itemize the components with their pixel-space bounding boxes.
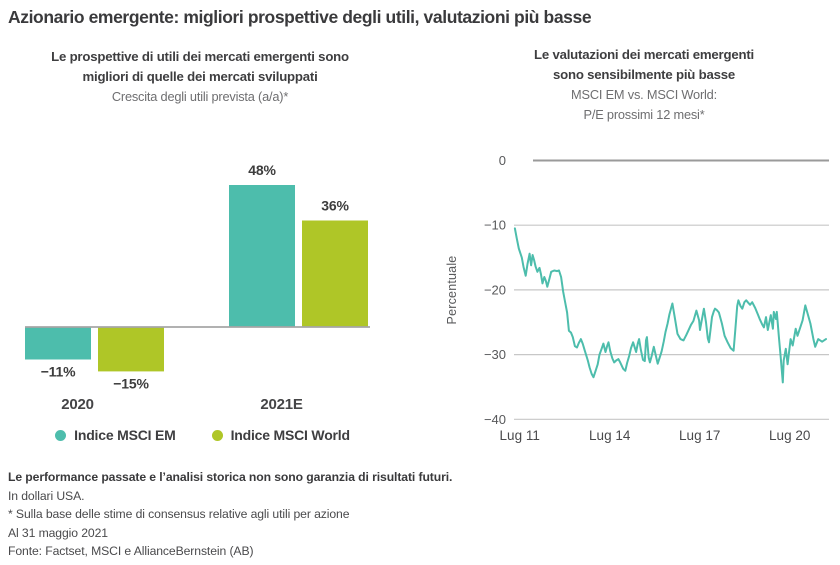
y-axis-label: Percentuale (445, 256, 459, 325)
bar-2021E-world (302, 220, 368, 327)
right-chart-heading-line2: sono sensibilmente più basse (552, 67, 735, 82)
bar-chart-svg: −11% 48% −15% 36% 2020 2021E (25, 162, 370, 413)
category-label: 2021E (260, 396, 303, 413)
bar-value-label: −11% (41, 364, 76, 380)
bar-chart-legend: Indice MSCI EM Indice MSCI World (30, 427, 375, 443)
page-title: Azionario emergente: migliori prospettiv… (8, 7, 592, 27)
right-chart-heading: Le valutazioni dei mercati emergenti son… (458, 45, 830, 125)
x-tick-label: Lug 17 (679, 428, 720, 443)
legend-item-msci-em: Indice MSCI EM (55, 427, 176, 443)
right-chart-subtitle-line1: MSCI EM vs. MSCI World: (571, 87, 717, 102)
line-chart: 0 −10 −20 −30 −40 Lug 11 Lug 14 Lug 17 Lug 20 Per… (440, 140, 840, 452)
footnote-estimates: * Sulla base delle stime di consensus re… (8, 507, 350, 522)
left-chart-heading: Le prospettive di utili dei mercati emer… (0, 47, 400, 107)
footnote-source: Fonte: Factset, MSCI e AllianceBernstein… (8, 544, 254, 559)
left-chart-heading-line1: Le prospettive di utili dei mercati emer… (51, 49, 349, 64)
msci-em-dot-icon (55, 429, 67, 441)
x-tick-label: Lug 14 (589, 428, 631, 443)
bar-2020-world (98, 327, 164, 372)
x-tick-label: Lug 11 (500, 428, 540, 443)
bar-2021E-em (229, 185, 295, 327)
bar-value-label: 36% (321, 198, 349, 214)
em-vs-world-pe-line (513, 227, 827, 384)
footnotes: Le performance passate e l’analisi stori… (8, 468, 452, 561)
category-label: 2020 (61, 396, 94, 413)
right-chart-subtitle-line2: P/E prossimi 12 mesi* (583, 107, 705, 122)
y-tick-label: −20 (484, 282, 506, 297)
msci-world-dot-icon (211, 429, 223, 441)
right-chart-heading-line1: Le valutazioni dei mercati emergenti (534, 47, 754, 62)
x-tick-label: Lug 20 (769, 428, 810, 443)
legend-label-msci-em: Indice MSCI EM (74, 427, 176, 443)
y-tick-label: −30 (484, 347, 506, 362)
left-chart-heading-line2: migliori di quelle dei mercati sviluppat… (82, 69, 318, 84)
footnote-disclaimer: Le performance passate e l’analisi stori… (8, 470, 453, 484)
y-tick-label: 0 (499, 153, 506, 168)
y-tick-label: −40 (484, 412, 506, 427)
bar-chart: −11% 48% −15% 36% 2020 2021E (10, 148, 430, 420)
bar-value-label: −15% (113, 375, 149, 391)
footnote-date: Al 31 maggio 2021 (8, 525, 108, 540)
bar-value-label: 48% (248, 162, 276, 178)
y-tick-label: −10 (484, 218, 506, 233)
legend-label-msci-world: Indice MSCI World (230, 427, 350, 443)
legend-item-msci-world: Indice MSCI World (211, 427, 350, 443)
footnote-currency: In dollari USA. (8, 488, 85, 503)
left-chart-subtitle: Crescita degli utili prevista (a/a)* (111, 89, 289, 104)
bar-2020-em (25, 327, 91, 360)
